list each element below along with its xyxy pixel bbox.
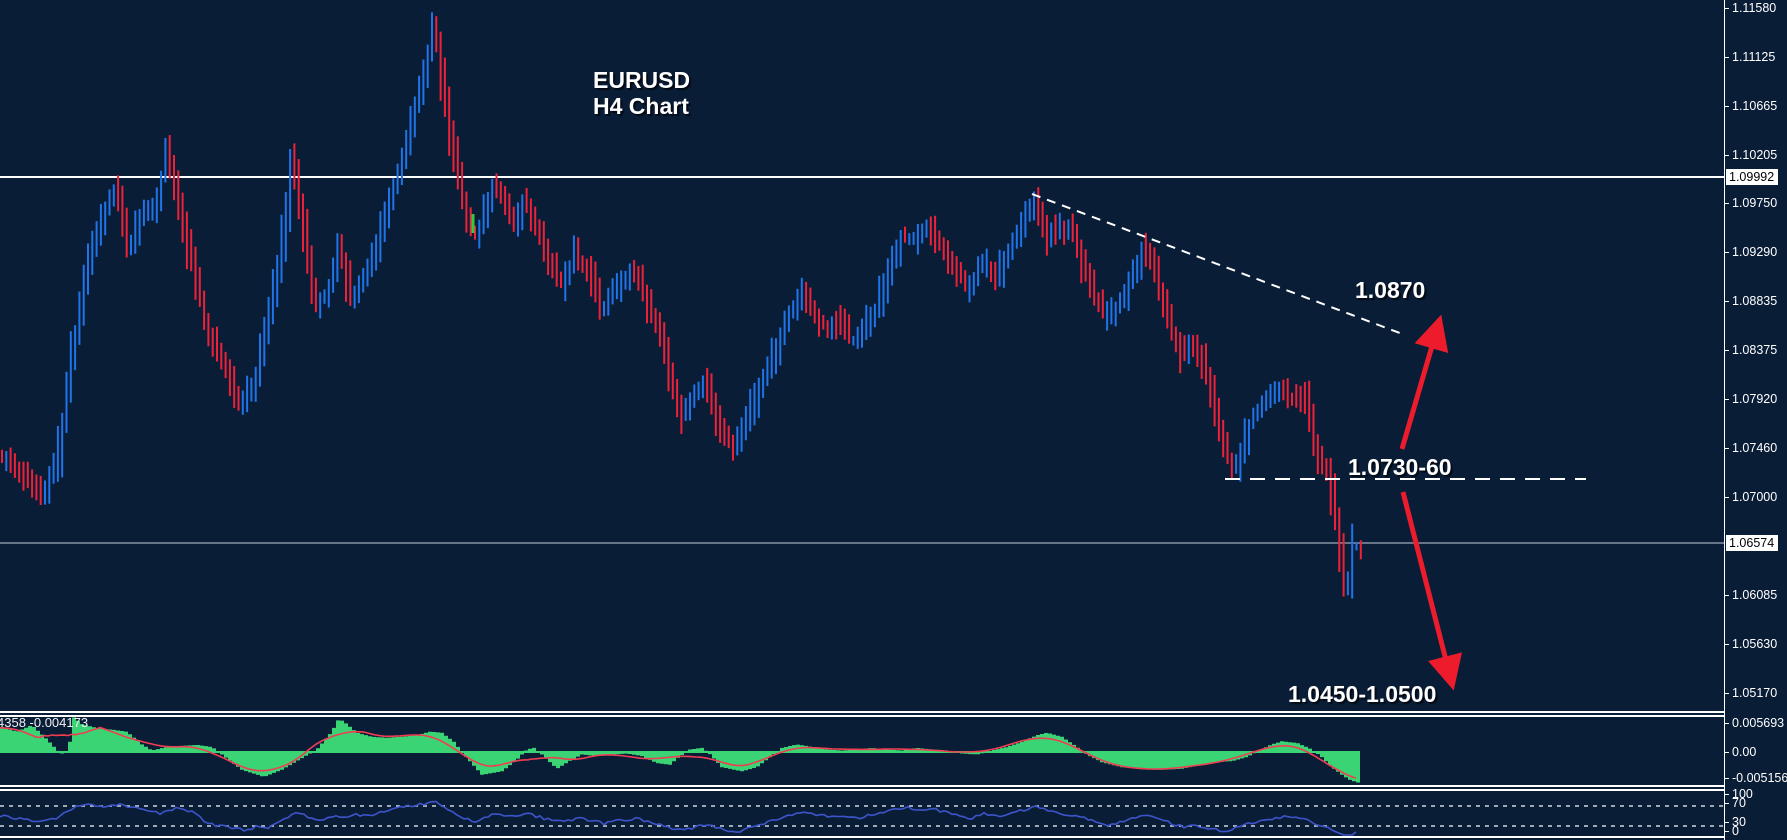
axis-tick (1724, 794, 1729, 795)
rsi-indicator-panel[interactable] (0, 791, 1724, 836)
y-axis-label: 1.10665 (1732, 99, 1778, 113)
axis-tick (1724, 778, 1729, 779)
panel-separator[interactable] (0, 711, 1724, 717)
axis-tick (1724, 8, 1729, 9)
axis-tick (1724, 497, 1729, 498)
arrow-up-scenario (1399, 314, 1449, 450)
annotation-support-zone: 1.0730-60 (1348, 454, 1452, 480)
axis-tick (1724, 350, 1729, 351)
price-box-1.09992: 1.09992 (1726, 169, 1779, 185)
price-box-1.06574: 1.06574 (1726, 535, 1779, 551)
arrow-down-scenario (1400, 491, 1463, 691)
axis-tick (1724, 693, 1729, 694)
chart-title-timeframe: H4 Chart (593, 93, 689, 119)
osma-axis-label: -0.005156 (1732, 771, 1787, 785)
descending-trendline-dashed (1031, 193, 1406, 336)
axis-tick (1724, 752, 1729, 753)
axis-tick (1724, 155, 1729, 156)
rsi-axis-label: 30 (1732, 815, 1746, 829)
rsi-axis-label: 70 (1732, 796, 1746, 810)
y-axis-label: 1.09290 (1732, 245, 1778, 259)
osma-signal-line (0, 726, 1357, 780)
osma-axis-label: 0.00 (1732, 745, 1757, 759)
y-axis-label: 1.07460 (1732, 441, 1778, 455)
annotation-upside-target: 1.0870 (1355, 277, 1426, 303)
axis-tick (1724, 252, 1729, 253)
osma-axis-label: 0.005693 (1732, 716, 1785, 730)
axis-tick (1724, 644, 1729, 645)
osma-indicator-panel[interactable] (0, 717, 1724, 785)
axis-tick (1724, 822, 1729, 823)
rsi-axis-label: 100 (1732, 787, 1753, 801)
y-axis-label: 1.10205 (1732, 148, 1778, 162)
y-axis-label: 1.07000 (1732, 490, 1778, 504)
axis-tick (1724, 803, 1729, 804)
axis-tick (1724, 57, 1729, 58)
y-axis-label: 1.08375 (1732, 343, 1778, 357)
axis-tick (1724, 106, 1729, 107)
y-axis-line (1724, 0, 1725, 840)
y-axis-label: 1.07920 (1732, 392, 1778, 406)
panel-separator[interactable] (0, 785, 1724, 791)
annotation-downside-target: 1.0450-1.0500 (1288, 681, 1437, 707)
rsi-axis-label: 0 (1732, 824, 1739, 838)
osma-value-label: 4358 -0.004173 (0, 715, 89, 730)
y-axis-label: 1.05630 (1732, 637, 1778, 651)
price-chart-panel[interactable] (0, 0, 1724, 712)
y-axis-label: 1.06085 (1732, 588, 1778, 602)
axis-tick (1724, 448, 1729, 449)
axis-tick (1724, 831, 1729, 832)
y-axis-label: 1.11580 (1732, 1, 1777, 15)
y-axis-label: 1.09750 (1732, 196, 1778, 210)
y-axis-label: 1.11125 (1732, 50, 1776, 64)
chart-title-symbol: EURUSD (593, 67, 691, 93)
axis-tick (1724, 203, 1729, 204)
y-axis-label: 1.05170 (1732, 686, 1778, 700)
y-axis-label: 1.08835 (1732, 294, 1778, 308)
rsi-line (0, 800, 1357, 836)
panel-bottom-edge (0, 836, 1724, 838)
price-bars (1, 12, 1362, 599)
axis-tick (1724, 399, 1729, 400)
axis-tick (1724, 595, 1729, 596)
axis-tick (1724, 301, 1729, 302)
axis-tick (1724, 723, 1729, 724)
